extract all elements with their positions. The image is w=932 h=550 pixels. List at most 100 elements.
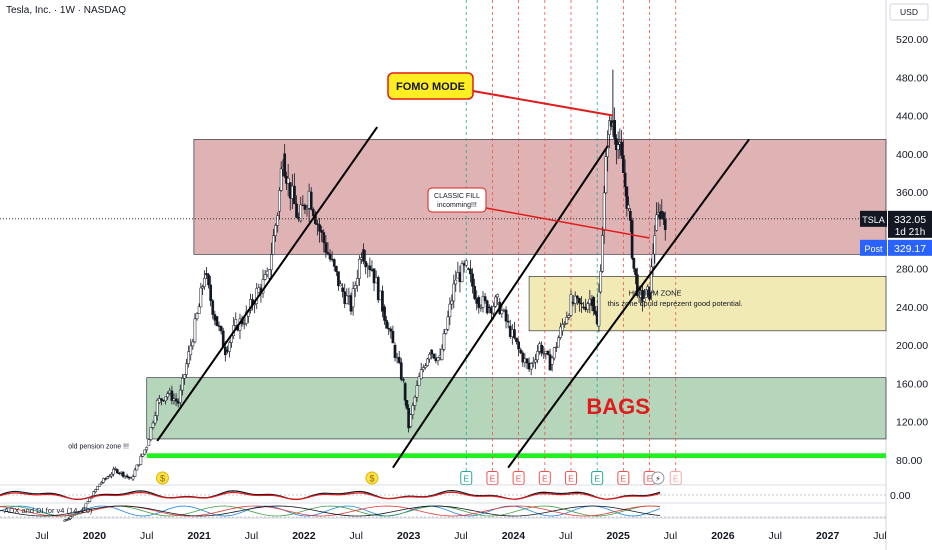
time-tick-label: Jul [454, 530, 467, 542]
dividend-marker[interactable] [365, 471, 379, 485]
candle-down [504, 309, 508, 322]
candle-up [63, 519, 67, 522]
candle-up [460, 263, 464, 283]
earnings-marker[interactable] [591, 471, 604, 485]
time-tick-label: 2024 [502, 530, 526, 542]
candle-down [376, 277, 380, 301]
classic-fill-text-2: incomming!!! [437, 202, 477, 209]
candle-up [436, 357, 440, 362]
candle-up [267, 269, 271, 279]
candle-up [353, 285, 357, 289]
time-tick-label: 2020 [83, 530, 107, 542]
price-tick-label: 160.00 [896, 378, 928, 390]
candle-down [337, 271, 340, 287]
candle-up [339, 283, 342, 287]
candle-down [506, 320, 510, 323]
candle-up [242, 323, 246, 325]
future-earnings-marker[interactable] [669, 471, 682, 485]
candle-down [625, 186, 629, 209]
split-marker[interactable] [651, 471, 665, 485]
candle-down [513, 329, 516, 339]
price-tick-label: 280.00 [896, 264, 928, 276]
candle-down [592, 297, 596, 312]
candle-down [104, 478, 107, 480]
candle-down [311, 209, 315, 216]
candle-down [217, 325, 221, 327]
currency-button[interactable] [889, 3, 929, 21]
time-tick-label: Jul [245, 530, 258, 542]
earnings-marker[interactable] [617, 471, 630, 485]
price-tick-label: 240.00 [896, 302, 928, 314]
candle-up [454, 279, 458, 285]
candle-up [601, 235, 604, 272]
candle-down [170, 390, 174, 401]
candle-up [286, 178, 290, 184]
candle-down [648, 286, 651, 300]
candle-down [403, 383, 407, 401]
candle-down [594, 310, 597, 315]
candle-down [580, 302, 583, 305]
post-tag [860, 239, 887, 256]
candle-down [634, 268, 637, 275]
candle-up [559, 326, 562, 338]
candle-up [164, 396, 167, 402]
candle-down [362, 249, 365, 262]
candle-down [215, 316, 219, 326]
candle-up [450, 300, 454, 305]
candle-up [358, 258, 361, 279]
earnings-marker[interactable] [512, 471, 525, 485]
candle-up [228, 342, 231, 352]
indicator1-line-b [0, 491, 661, 500]
candle-down [578, 298, 581, 304]
candle-down [622, 155, 625, 173]
earnings-marker[interactable] [538, 471, 551, 485]
price-tick-label: 200.00 [896, 340, 928, 352]
candle-up [644, 289, 648, 298]
indicator2-line [0, 505, 661, 517]
symbol-header: Tesla, Inc. · 1W · NASDAQ [6, 5, 127, 16]
fomo-callout-text: FOMO MODE [396, 81, 465, 93]
last-price-tag [888, 210, 932, 238]
candle-down [546, 350, 550, 355]
earnings-marker[interactable] [564, 471, 577, 485]
candle-up [88, 497, 92, 502]
candle-up [263, 274, 267, 280]
price-tick-label: 360.00 [896, 187, 928, 199]
candle-down [295, 203, 298, 218]
candle-down [219, 326, 223, 332]
old-pension-label: old pension zone !!! [68, 444, 129, 451]
trend-line [156, 126, 379, 442]
candle-up [112, 468, 115, 475]
earnings-marker[interactable] [486, 471, 499, 485]
candle-up [428, 354, 431, 360]
earnings-marker[interactable] [460, 471, 473, 485]
candle-down [283, 153, 287, 177]
candle-up [141, 453, 145, 457]
candle-up [534, 359, 537, 363]
fomo-callout-box [387, 72, 474, 100]
classic-fill-text-1: CLASSIC FILL [434, 193, 480, 200]
earnings-symbol: E [647, 474, 653, 484]
candle-up [131, 476, 135, 480]
candle-up [143, 449, 147, 455]
candle-up [479, 307, 483, 309]
candle-up [153, 415, 157, 424]
dividend-marker[interactable] [155, 471, 169, 485]
candle-up [616, 144, 620, 151]
candle-down [515, 337, 518, 343]
candle-down [332, 259, 336, 267]
time-tick-label: 2026 [711, 530, 735, 542]
candle-down [324, 242, 328, 253]
candle-up [500, 310, 504, 315]
time-tick-label: Jul [140, 530, 153, 542]
candle-up [261, 279, 265, 294]
candle-up [96, 486, 99, 490]
candle-down [517, 341, 520, 350]
candle-up [464, 260, 468, 266]
candle-up [166, 393, 170, 398]
candle-up [113, 468, 117, 470]
fomo-arrow [472, 90, 614, 117]
candle-up [234, 319, 238, 326]
candle-up [191, 341, 195, 347]
